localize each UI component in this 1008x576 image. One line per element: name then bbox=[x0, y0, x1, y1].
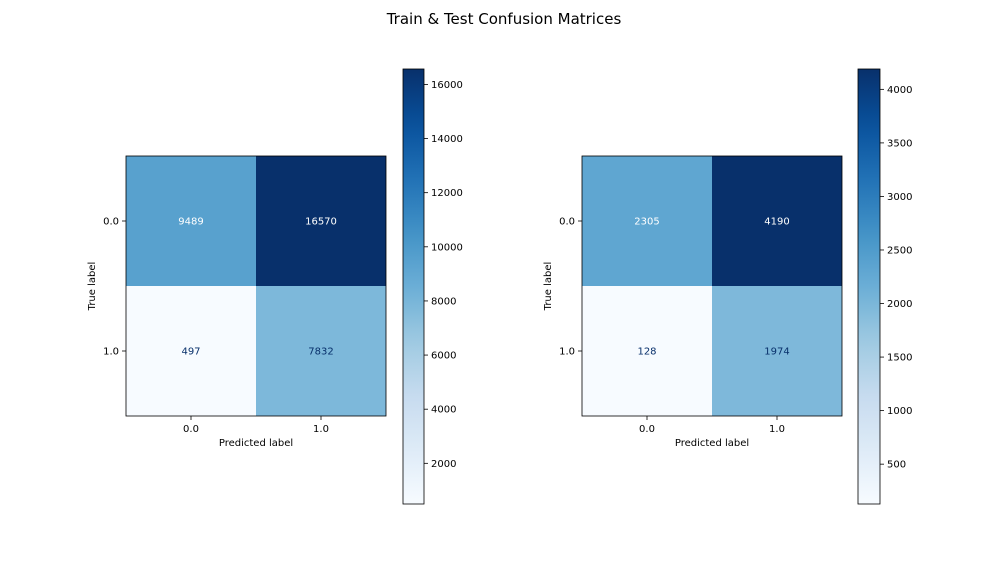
y-axis-label: True label bbox=[543, 262, 554, 312]
heatmap-cell bbox=[126, 156, 256, 286]
confusion-matrix-panel-2: 2305 4190 128 1974 0.0 1.0 0.0 1.0 Predicted lab… bbox=[543, 68, 912, 505]
colorbar bbox=[402, 68, 425, 505]
colorbar-tick-label: 4000 bbox=[887, 85, 912, 96]
heatmap-cell bbox=[582, 156, 712, 286]
colorbar-tick-label: 500 bbox=[887, 460, 906, 471]
panels: 9489 16570 497 7832 0.0 1.0 0.0 1.0 Predicted la… bbox=[87, 68, 912, 505]
colorbar-tick-label: 16000 bbox=[431, 80, 463, 91]
heatmap-cell bbox=[582, 286, 712, 416]
heatmap-frame bbox=[125, 155, 387, 417]
colorbar-tick-label: 3500 bbox=[887, 138, 912, 149]
cell-value-label: 7832 bbox=[308, 347, 333, 358]
heatmap-cell bbox=[256, 286, 386, 416]
x-tick-label: 0.0 bbox=[183, 424, 199, 435]
heatmap-cell bbox=[256, 156, 386, 286]
x-tick-label: 0.0 bbox=[639, 424, 655, 435]
colorbar-tick-label: 2500 bbox=[887, 245, 912, 256]
colorbar-tick-label: 1500 bbox=[887, 353, 912, 364]
colorbar-tick-label: 3000 bbox=[887, 192, 912, 203]
colorbar-tick-label: 14000 bbox=[431, 134, 463, 145]
colorbar-tick-label: 2000 bbox=[431, 459, 456, 470]
confusion-matrix-panel-1: 9489 16570 497 7832 0.0 1.0 0.0 1.0 Predicted la… bbox=[87, 68, 463, 505]
figure-title: Train & Test Confusion Matrices bbox=[386, 10, 622, 28]
cell-value-label: 2305 bbox=[634, 217, 659, 228]
colorbar-tick-label: 12000 bbox=[431, 188, 463, 199]
colorbar-tick-label: 2000 bbox=[887, 299, 912, 310]
cell-value-label: 4190 bbox=[764, 217, 789, 228]
y-axis-label: True label bbox=[87, 262, 98, 312]
heatmap-frame bbox=[581, 155, 843, 417]
colorbar-tick-label: 4000 bbox=[431, 405, 456, 416]
cell-value-label: 128 bbox=[637, 347, 656, 358]
colorbar-tick-label: 6000 bbox=[431, 351, 456, 362]
heatmap-cell bbox=[712, 156, 842, 286]
x-tick-label: 1.0 bbox=[313, 424, 329, 435]
cell-value-label: 16570 bbox=[305, 217, 337, 228]
colorbar bbox=[857, 68, 881, 505]
y-tick-label: 0.0 bbox=[103, 217, 119, 228]
cell-value-label: 9489 bbox=[178, 217, 203, 228]
x-axis-label: Predicted label bbox=[675, 438, 749, 449]
heatmap-cell bbox=[712, 286, 842, 416]
y-tick-label: 1.0 bbox=[559, 347, 575, 358]
cell-value-label: 1974 bbox=[764, 347, 789, 358]
colorbar-tick-label: 10000 bbox=[431, 242, 463, 253]
colorbar-tick-label: 8000 bbox=[431, 296, 456, 307]
colorbar-tick-label: 1000 bbox=[887, 406, 912, 417]
y-tick-label: 0.0 bbox=[559, 217, 575, 228]
x-tick-label: 1.0 bbox=[769, 424, 785, 435]
cell-value-label: 497 bbox=[181, 347, 200, 358]
x-axis-label: Predicted label bbox=[219, 438, 293, 449]
heatmap-cell bbox=[126, 286, 256, 416]
y-tick-label: 1.0 bbox=[103, 347, 119, 358]
